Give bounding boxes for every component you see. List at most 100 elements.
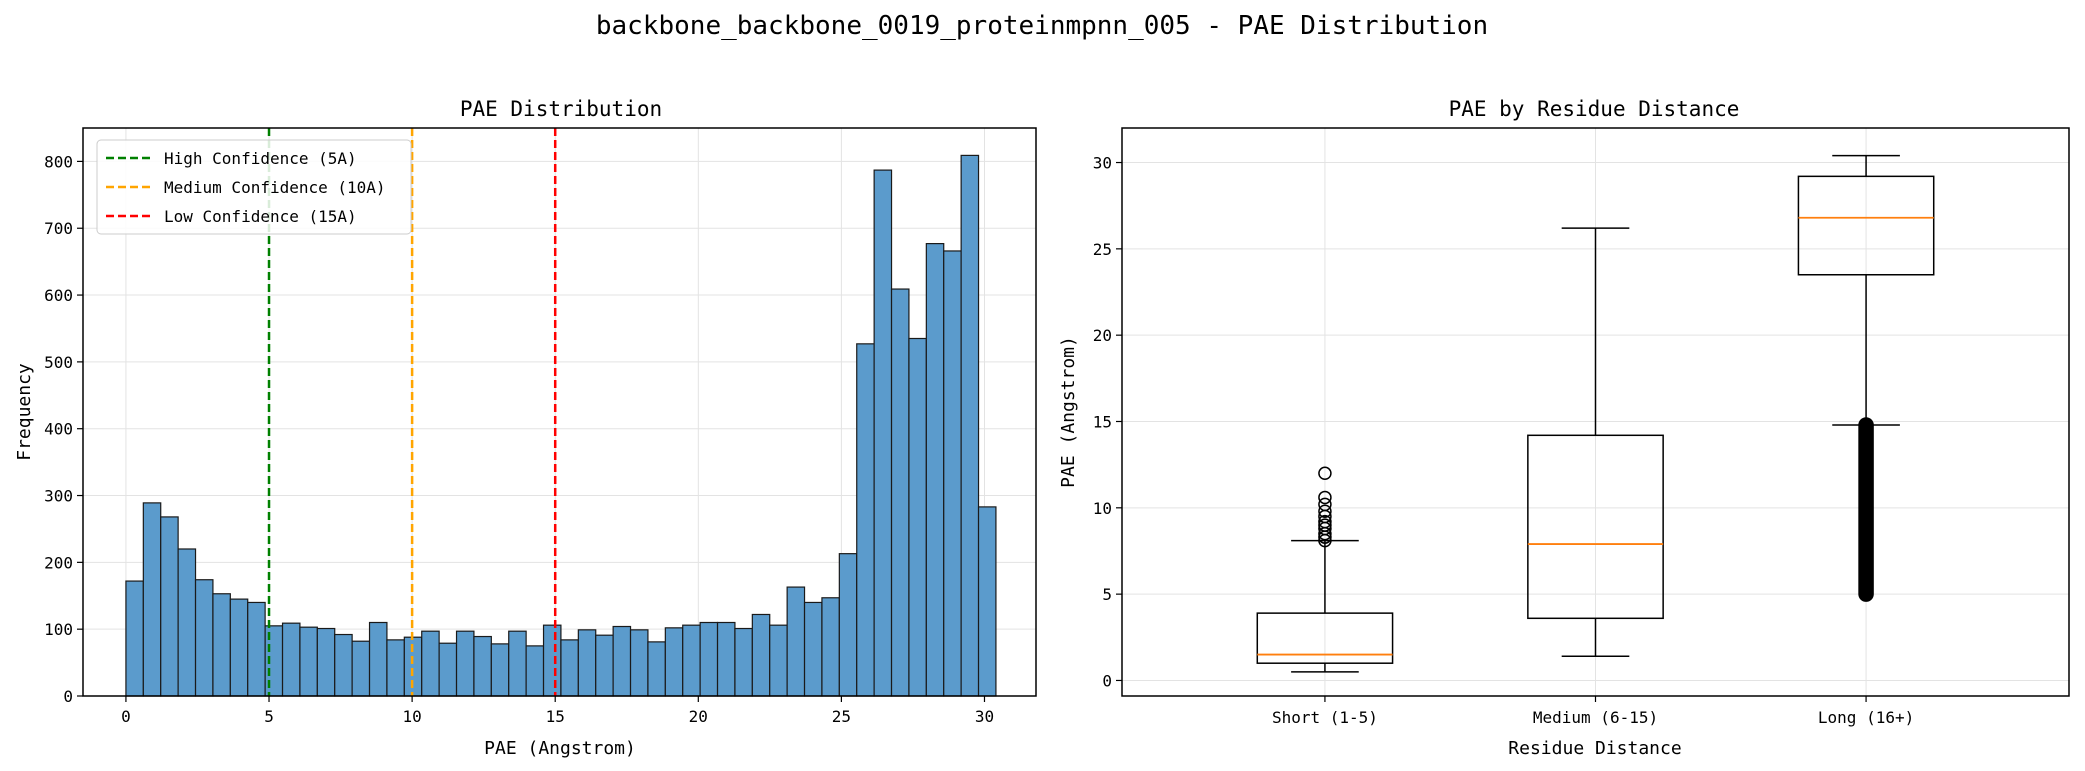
legend-label-high: High Confidence (5A): [164, 149, 357, 168]
histogram-bar: [943, 250, 962, 697]
histogram-bar: [508, 630, 527, 697]
histogram-bar: [612, 625, 632, 697]
y-tick-label: 600: [44, 286, 73, 305]
histogram-bar: [699, 621, 719, 697]
histogram-bar: [682, 624, 701, 697]
y-tick-label: 0: [1102, 671, 1112, 690]
histogram-x-ticks: 0 5 10 15 20 25 30: [121, 696, 994, 726]
outlier-point: [1318, 490, 1332, 505]
histogram-bar: [247, 601, 266, 697]
y-tick-label: 0: [63, 687, 73, 706]
x-tick-label: 30: [975, 707, 994, 726]
histogram-bar: [908, 337, 927, 697]
histogram-bar: [490, 643, 510, 697]
histogram-bar: [473, 635, 492, 697]
outlier-point: [1318, 514, 1332, 529]
outlier-point: [1318, 497, 1332, 512]
histogram-bar: [160, 516, 179, 697]
x-tick-label: 25: [832, 707, 851, 726]
histogram-bar: [542, 624, 562, 697]
y-tick-label: 200: [44, 553, 73, 572]
box-1: [1256, 466, 1394, 673]
histogram-bar: [264, 625, 284, 697]
histogram-bar: [734, 627, 753, 697]
histogram-bar: [368, 621, 388, 697]
x-tick-label: 20: [689, 707, 708, 726]
boxplot-y-ticks: 0 5 10 15 20 25 30: [1093, 154, 1122, 690]
boxplot-title: PAE by Residue Distance: [1449, 97, 1740, 121]
histogram-bars: [125, 154, 997, 697]
histogram-bar: [838, 553, 858, 697]
histogram-bar: [786, 586, 806, 697]
y-tick-label: 10: [1093, 499, 1112, 518]
box-2: [1527, 227, 1664, 658]
x-tick-label: 0: [121, 707, 131, 726]
histogram-bar: [351, 640, 371, 697]
histogram-y-label: Frequency: [14, 363, 35, 461]
histogram-y-ticks: 0 100 200 300 400 500 600 700 800: [44, 152, 83, 706]
y-tick-label: 500: [44, 353, 73, 372]
histogram-bar: [769, 624, 788, 697]
legend: High Confidence (5A) Medium Confidence (…: [96, 139, 412, 235]
histogram-bar: [595, 634, 614, 697]
histogram-bar: [856, 343, 875, 697]
outlier-point: [1318, 466, 1332, 481]
box-iqr: [1256, 612, 1394, 664]
histogram-bar: [229, 598, 249, 697]
y-tick-label: 5: [1102, 585, 1112, 604]
histogram-bar: [386, 639, 405, 697]
histogram-bar: [281, 622, 301, 697]
histogram-bar: [803, 601, 823, 697]
histogram-bar: [421, 630, 440, 697]
histogram-bar: [438, 642, 458, 697]
legend-frame: [96, 139, 412, 235]
legend-label-low: Low Confidence (15A): [164, 207, 357, 226]
x-tick-label: Long (16+): [1818, 708, 1914, 727]
histogram-bar: [925, 243, 945, 697]
boxplot-x-ticks: Short (1-5) Medium (6-15) Long (16+): [1272, 696, 1914, 727]
x-tick-label: 5: [264, 707, 274, 726]
x-tick-label: 15: [546, 707, 565, 726]
y-tick-label: 400: [44, 420, 73, 439]
boxplot-y-label: PAE (Angstrom): [1058, 336, 1079, 488]
y-tick-label: 20: [1093, 326, 1112, 345]
box-iqr: [1797, 175, 1935, 276]
histogram-bar: [821, 597, 840, 697]
histogram-bar: [647, 641, 666, 697]
boxplot-x-label: Residue Distance: [1508, 738, 1681, 759]
histogram-bar: [455, 630, 475, 697]
legend-label-medium: Medium Confidence (10A): [164, 178, 386, 197]
histogram-bar: [212, 593, 231, 697]
box-3: [1797, 154, 1935, 602]
histogram-bar: [977, 506, 997, 697]
y-tick-label: 15: [1093, 412, 1112, 431]
x-tick-label: 10: [402, 707, 421, 726]
y-tick-label: 25: [1093, 240, 1112, 259]
histogram-bar: [194, 579, 214, 697]
histogram-bar: [142, 502, 162, 697]
histogram-bar: [577, 629, 597, 697]
outlier-cluster: [1858, 417, 1874, 602]
histogram-bar: [751, 613, 771, 697]
outlier-point: [1318, 518, 1332, 532]
threshold-lines: [267, 128, 557, 696]
histogram-bar: [125, 580, 144, 697]
x-tick-label: Medium (6-15): [1533, 708, 1658, 727]
histogram-bar: [334, 633, 353, 697]
histogram-bar: [873, 169, 893, 697]
histogram-bar: [664, 627, 684, 697]
histogram-bar: [716, 621, 736, 697]
x-tick-label: Short (1-5): [1272, 708, 1378, 727]
histogram-bar: [960, 154, 980, 697]
y-tick-label: 100: [44, 620, 73, 639]
boxplot-panel: PAE by Residue Distance Short (1-5) Mediu…: [1058, 97, 2070, 759]
histogram-bar: [560, 639, 579, 697]
y-tick-label: 30: [1093, 154, 1112, 173]
outlier-point: [1318, 504, 1332, 519]
histogram-title: PAE Distribution: [460, 97, 662, 121]
y-tick-label: 800: [44, 152, 73, 171]
histogram-bar: [890, 288, 910, 697]
histogram-bar: [316, 627, 336, 697]
histogram-bar: [525, 645, 545, 697]
